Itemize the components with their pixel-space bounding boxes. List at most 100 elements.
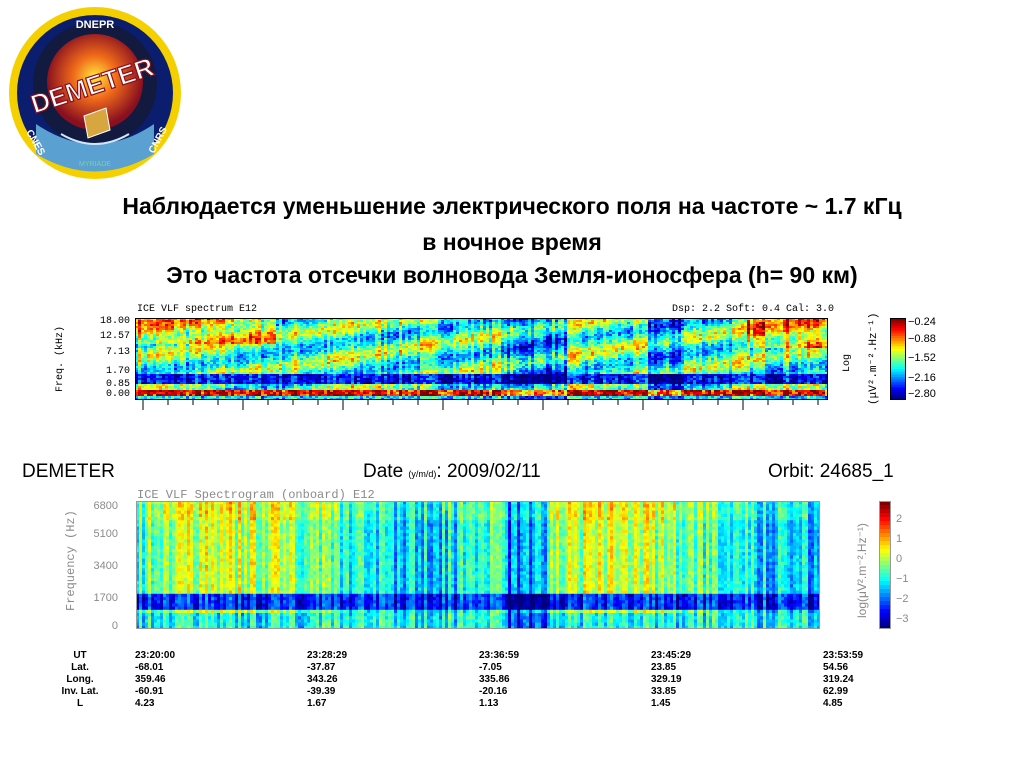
- chart1-spectrogram-cell: [498, 322, 502, 325]
- chart1-spectrogram-cell: [213, 332, 217, 335]
- chart1-spectrogram-cell: [336, 376, 340, 379]
- chart1-spectrogram-cell: [291, 352, 295, 355]
- chart1-spectrogram-cell: [252, 364, 256, 367]
- chart1-spectrogram-cell: [249, 372, 253, 375]
- chart1-spectrogram-cell: [447, 366, 451, 369]
- chart1-spectrogram-cell: [381, 368, 385, 371]
- chart1-spectrogram-cell: [297, 394, 301, 397]
- chart1-spectrogram-cell: [432, 350, 436, 353]
- chart1-spectrogram-cell: [318, 348, 322, 351]
- chart1-spectrogram-cell: [447, 354, 451, 357]
- chart1-spectrogram-cell: [405, 320, 409, 323]
- chart1-spectrogram-cell: [237, 380, 241, 383]
- chart1-spectrogram-cell: [291, 386, 295, 389]
- chart1-spectrogram-cell: [321, 392, 325, 395]
- chart1-spectrogram-cell: [291, 336, 295, 339]
- chart1-spectrogram-cell: [444, 394, 448, 397]
- chart1-spectrogram-cell: [228, 346, 232, 349]
- chart1-spectrogram-cell: [465, 340, 469, 343]
- chart1-spectrogram-cell: [471, 388, 475, 391]
- chart1-spectrogram-cell: [228, 364, 232, 367]
- chart1-spectrogram-cell: [453, 388, 457, 391]
- chart1-spectrogram-cell: [270, 366, 274, 369]
- chart1-spectrogram-cell: [495, 392, 499, 395]
- chart1-spectrogram-cell: [495, 380, 499, 383]
- chart1-spectrogram-cell: [213, 324, 217, 327]
- chart1-spectrogram-cell: [498, 354, 502, 357]
- chart1-spectrogram-cell: [156, 336, 160, 339]
- chart1-spectrogram-cell: [351, 370, 355, 373]
- chart1-spectrogram-cell: [456, 322, 460, 325]
- chart1-spectrogram-cell: [273, 360, 277, 363]
- chart1-spectrogram-cell: [312, 318, 316, 321]
- chart1-spectrogram-cell: [348, 322, 352, 325]
- chart1-spectrogram-cell: [492, 386, 496, 389]
- chart1-spectrogram-cell: [297, 376, 301, 379]
- chart1-spectrogram-cell: [438, 336, 442, 339]
- chart1-spectrogram-cell: [225, 332, 229, 335]
- chart1-spectrogram-cell: [366, 360, 370, 363]
- chart1-spectrogram-cell: [138, 330, 142, 333]
- chart1-spectrogram-cell: [342, 370, 346, 373]
- chart1-spectrogram-cell: [153, 380, 157, 383]
- chart1-spectrogram-cell: [237, 366, 241, 369]
- chart1-spectrogram-cell: [477, 338, 481, 341]
- chart1-spectrogram-cell: [225, 342, 229, 345]
- chart1-spectrogram-cell: [363, 388, 367, 391]
- chart1-spectrogram-cell: [144, 366, 148, 369]
- chart1-spectrogram-cell: [201, 348, 205, 351]
- chart1-spectrogram-cell: [483, 328, 487, 331]
- chart1-spectrogram-cell: [375, 334, 379, 337]
- chart1-spectrogram-cell: [396, 350, 400, 353]
- chart1-spectrogram-cell: [339, 336, 343, 339]
- chart1-spectrogram-cell: [330, 374, 334, 377]
- chart1-spectrogram-cell: [225, 368, 229, 371]
- chart1-spectrogram-cell: [483, 340, 487, 343]
- chart1-spectrogram-cell: [315, 318, 319, 321]
- chart1-spectrogram-cell: [156, 390, 160, 393]
- chart1-spectrogram-cell: [198, 320, 202, 323]
- chart1-spectrogram-cell: [258, 366, 262, 369]
- chart1-spectrogram-cell: [135, 370, 139, 373]
- chart1-spectrogram-cell: [255, 374, 259, 377]
- chart1-spectrogram-cell: [288, 370, 292, 373]
- chart1-spectrogram-cell: [456, 336, 460, 339]
- chart1-spectrogram-cell: [318, 364, 322, 367]
- chart1-spectrogram-cell: [495, 376, 499, 379]
- chart1-spectrogram-cell: [426, 358, 430, 361]
- chart1-spectrogram-cell: [291, 324, 295, 327]
- chart1-spectrogram-cell: [456, 338, 460, 341]
- chart1-spectrogram-cell: [414, 322, 418, 325]
- chart1-spectrogram-cell: [369, 324, 373, 327]
- chart1-spectrogram-cell: [177, 358, 181, 361]
- chart1-spectrogram-cell: [447, 394, 451, 397]
- chart1-spectrogram-cell: [366, 374, 370, 377]
- chart1-spectrogram-cell: [417, 352, 421, 355]
- chart1-spectrogram-cell: [285, 350, 289, 353]
- chart1-spectrogram-cell: [222, 382, 226, 385]
- chart1-spectrogram-cell: [456, 326, 460, 329]
- chart1-spectrogram-cell: [462, 382, 466, 385]
- chart1-spectrogram-cell: [309, 358, 313, 361]
- chart1-spectrogram-cell: [156, 368, 160, 371]
- chart1-spectrogram-cell: [249, 326, 253, 329]
- chart1-spectrogram-cell: [360, 370, 364, 373]
- chart1-spectrogram-cell: [252, 382, 256, 385]
- chart1-spectrogram-cell: [225, 318, 229, 321]
- chart1-spectrogram-cell: [483, 384, 487, 387]
- chart1-spectrogram-cell: [420, 364, 424, 367]
- chart1-spectrogram-cell: [195, 368, 199, 371]
- chart1-spectrogram-cell: [180, 344, 184, 347]
- chart1-spectrogram-cell: [135, 358, 139, 361]
- chart1-spectrogram-cell: [363, 338, 367, 341]
- chart1-spectrogram-cell: [465, 324, 469, 327]
- chart1-spectrogram-cell: [348, 350, 352, 353]
- chart1-spectrogram-cell: [396, 386, 400, 389]
- chart1-spectrogram-cell: [486, 388, 490, 391]
- chart1-spectrogram-cell: [306, 346, 310, 349]
- chart1-spectrogram-cell: [417, 374, 421, 377]
- chart1-spectrogram-cell: [486, 320, 490, 323]
- chart1-spectrogram-cell: [333, 334, 337, 337]
- chart1-spectrogram-cell: [405, 394, 409, 397]
- chart1-spectrogram-cell: [147, 370, 151, 373]
